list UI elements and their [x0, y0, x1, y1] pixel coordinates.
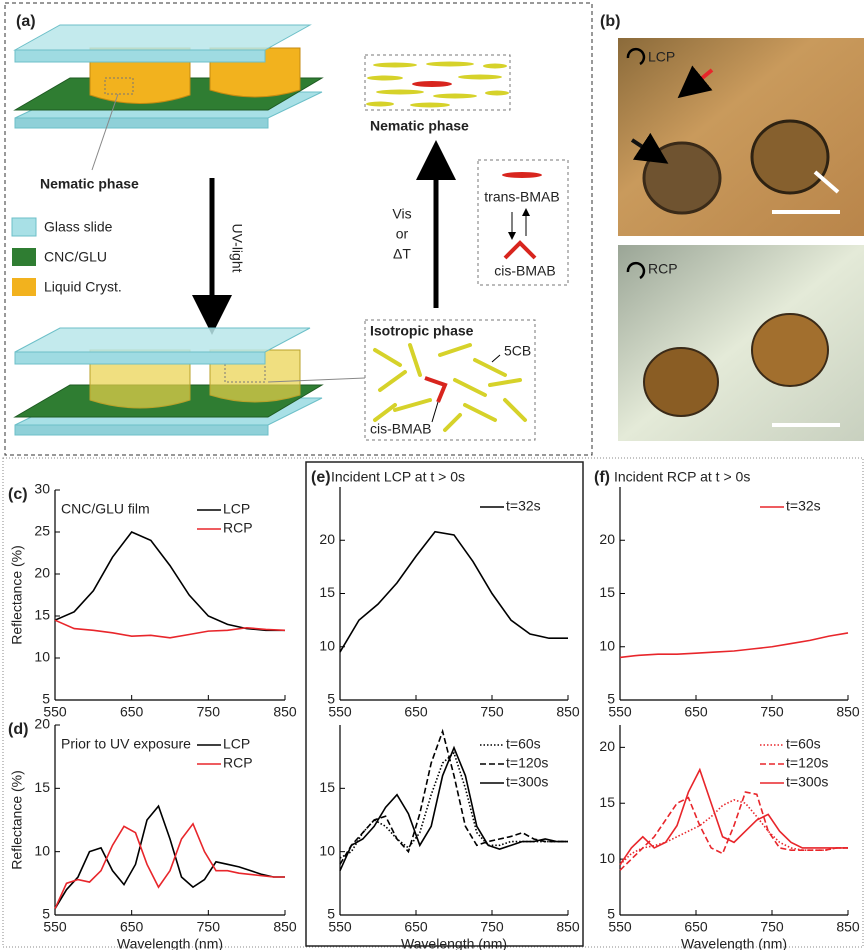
figure: (a) Nematic phase Glass slide CNC/GLU Li… — [0, 0, 867, 950]
x-tick-label: 650 — [404, 704, 428, 720]
legend-label: t=60s — [786, 736, 821, 752]
series-line — [55, 806, 285, 909]
photo-label: RCP — [648, 261, 678, 277]
legend-label: RCP — [223, 755, 253, 771]
trans-label: trans-BMAB — [484, 189, 559, 205]
legend-label: t=32s — [786, 498, 821, 514]
chart-title: CNC/GLU film — [61, 501, 150, 517]
panel-label: (e) — [311, 469, 331, 486]
y-axis-label: Reflectance (%) — [9, 545, 25, 645]
x-tick-label: 550 — [43, 919, 67, 935]
legend-text: CNC/GLU — [44, 249, 107, 265]
legend-label: RCP — [223, 520, 253, 536]
panel-label: (d) — [8, 721, 28, 738]
x-tick-label: 650 — [120, 919, 144, 935]
y-tick-label: 20 — [599, 738, 615, 754]
y-tick-label: 10 — [319, 842, 335, 858]
y-tick-label: 30 — [34, 481, 50, 497]
x-tick-label: 850 — [836, 919, 860, 935]
legend-label: t=300s — [506, 774, 548, 790]
legend-text: Glass slide — [44, 219, 113, 235]
legend-label: LCP — [223, 501, 250, 517]
panel-label: (c) — [8, 486, 28, 503]
x-tick-label: 750 — [480, 704, 504, 720]
x-axis-label: Wavelength (nm) — [401, 936, 507, 950]
x-tick-label: 750 — [480, 919, 504, 935]
series-line — [620, 800, 848, 865]
x-tick-label: 850 — [836, 704, 860, 720]
x-axis-label: Wavelength (nm) — [117, 936, 223, 950]
series-line — [340, 532, 568, 652]
y-tick-label: 15 — [319, 584, 335, 600]
x-tick-label: 550 — [608, 919, 632, 935]
panel-label: (b) — [600, 13, 620, 30]
x-tick-label: 750 — [197, 919, 221, 935]
5cb-label: 5CB — [504, 343, 531, 359]
isotropic-label: Isotropic phase — [370, 323, 474, 339]
x-tick-label: 550 — [328, 919, 352, 935]
y-tick-label: 25 — [34, 523, 50, 539]
legend-label: t=120s — [786, 755, 828, 771]
uv-label: UV-light — [229, 223, 245, 272]
y-tick-label: 20 — [34, 716, 50, 732]
x-tick-label: 550 — [328, 704, 352, 720]
y-tick-label: 10 — [319, 637, 335, 653]
x-axis-label: Wavelength (nm) — [681, 936, 787, 950]
cis-label: cis-BMAB — [494, 263, 555, 279]
cis-bmab-label: cis-BMAB — [370, 421, 431, 437]
legend-label: t=32s — [506, 498, 541, 514]
x-tick-label: 650 — [684, 704, 708, 720]
x-tick-label: 850 — [556, 919, 580, 935]
series-line — [55, 532, 285, 630]
nematic-label: Nematic phase — [40, 176, 139, 192]
series-line — [55, 824, 285, 909]
y-axis-label: Reflectance (%) — [9, 770, 25, 870]
chart-title: Prior to UV exposure — [61, 736, 191, 752]
y-tick-label: 10 — [599, 850, 615, 866]
vis-label: ΔT — [393, 246, 411, 262]
y-tick-label: 20 — [599, 531, 615, 547]
x-tick-label: 850 — [273, 704, 297, 720]
x-tick-label: 550 — [608, 704, 632, 720]
x-tick-label: 850 — [556, 704, 580, 720]
vis-label: or — [396, 226, 409, 242]
legend-text: Liquid Cryst. — [44, 279, 122, 295]
series-line — [620, 633, 848, 657]
panel-b: (b) LCP RCP — [600, 13, 864, 441]
vis-label: Vis — [392, 206, 411, 222]
panel-a: (a) Nematic phase Glass slide CNC/GLU Li… — [12, 13, 568, 440]
x-tick-label: 750 — [197, 704, 221, 720]
series-line — [620, 792, 848, 870]
panel-label: (a) — [16, 13, 36, 30]
chart-title: Incident LCP at t > 0s — [331, 469, 465, 485]
x-tick-label: 650 — [684, 919, 708, 935]
y-tick-label: 15 — [599, 584, 615, 600]
y-tick-label: 15 — [34, 607, 50, 623]
y-tick-label: 10 — [34, 649, 50, 665]
y-tick-label: 10 — [599, 637, 615, 653]
y-tick-label: 15 — [34, 779, 50, 795]
x-tick-label: 750 — [760, 919, 784, 935]
x-tick-label: 850 — [273, 919, 297, 935]
x-tick-label: 750 — [760, 704, 784, 720]
panel-label: (f) — [594, 469, 610, 486]
y-tick-label: 10 — [34, 842, 50, 858]
legend-label: t=300s — [786, 774, 828, 790]
photo-label: LCP — [648, 49, 675, 65]
nematic-phase-label: Nematic phase — [370, 118, 469, 134]
legend-label: t=60s — [506, 736, 541, 752]
y-tick-label: 20 — [34, 565, 50, 581]
chart-title: Incident RCP at t > 0s — [614, 469, 750, 485]
x-tick-label: 650 — [120, 704, 144, 720]
y-tick-label: 20 — [319, 531, 335, 547]
y-tick-label: 15 — [599, 794, 615, 810]
legend-label: t=120s — [506, 755, 548, 771]
y-tick-label: 15 — [319, 779, 335, 795]
x-tick-label: 650 — [404, 919, 428, 935]
legend-label: LCP — [223, 736, 250, 752]
